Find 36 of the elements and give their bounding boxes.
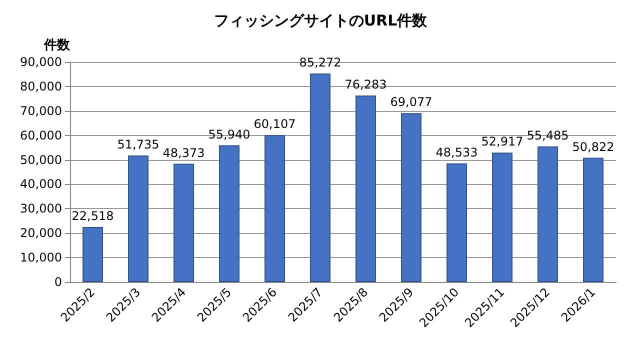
- bar: [264, 135, 285, 282]
- data-label: 51,735: [117, 138, 160, 152]
- bar: [583, 158, 604, 282]
- data-label: 22,518: [72, 208, 114, 223]
- data-label: 76,283: [344, 78, 387, 92]
- y-tick-label: 90,000: [20, 55, 62, 69]
- bar: [128, 156, 148, 282]
- data-label: 55,940: [208, 127, 250, 142]
- data-label: 48,533: [436, 145, 478, 160]
- bar: [492, 152, 512, 282]
- y-tick-label: 30,000: [20, 202, 62, 216]
- data-label: 55,485: [526, 128, 569, 142]
- data-label: 85,272: [299, 56, 342, 70]
- y-tick-label: 20,000: [20, 226, 62, 240]
- y-tick-label: 60,000: [20, 128, 62, 142]
- data-label: 69,077: [390, 95, 432, 110]
- data-label: 50,822: [572, 140, 614, 154]
- bar: [174, 164, 194, 282]
- y-tick-label: 40,000: [20, 177, 62, 192]
- y-tick-label: 80,000: [20, 79, 62, 94]
- bar: [538, 146, 558, 282]
- data-label: 60,107: [254, 117, 296, 132]
- bar: [310, 74, 330, 282]
- chart-title: フィッシングサイトのURL件数: [214, 12, 428, 30]
- bar: [446, 163, 467, 282]
- y-tick-label: 50,000: [20, 152, 62, 167]
- y-tick-label: 70,000: [20, 104, 62, 118]
- data-label: 48,373: [162, 146, 205, 160]
- y-axis-title: 件数: [43, 38, 71, 53]
- data-label: 52,917: [481, 134, 524, 149]
- bar: [401, 113, 422, 282]
- y-tick-label: 10,000: [20, 250, 62, 265]
- bar: [82, 226, 103, 282]
- bar: [356, 96, 376, 282]
- bar: [219, 145, 240, 282]
- y-tick-label: 0: [54, 275, 62, 289]
